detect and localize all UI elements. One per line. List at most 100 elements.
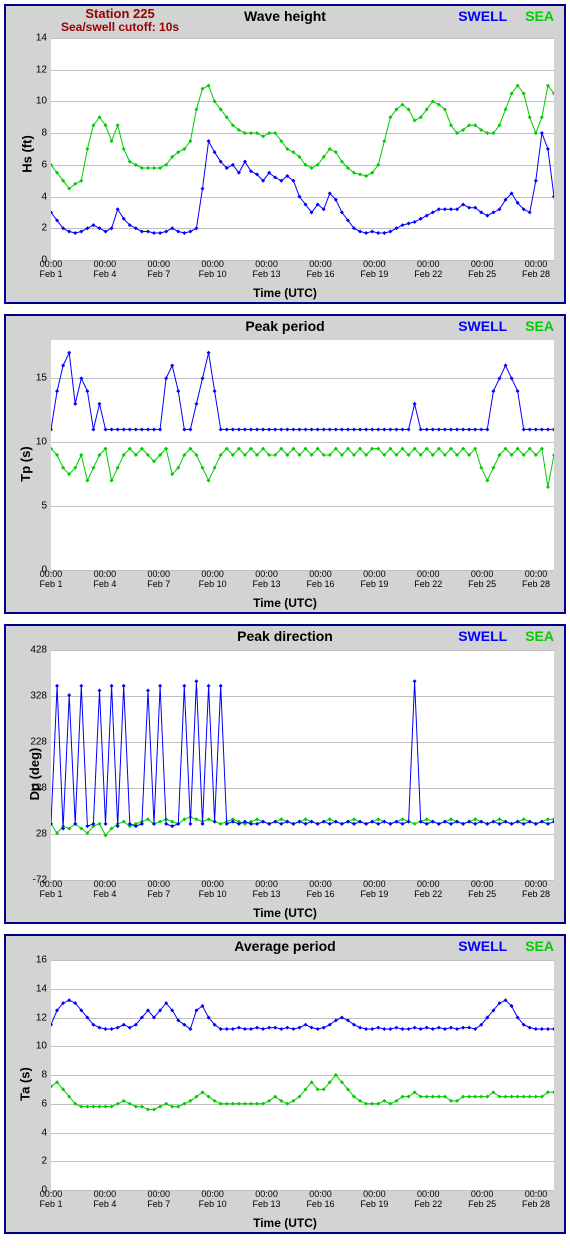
y-tick: 12 bbox=[36, 64, 51, 75]
y-tick: 128 bbox=[30, 783, 51, 794]
y-tick: 2 bbox=[41, 1156, 51, 1167]
x-tick: 00:00Feb 19 bbox=[360, 880, 388, 900]
x-tick: 00:00Feb 22 bbox=[414, 1190, 442, 1210]
x-tick: 00:00Feb 25 bbox=[468, 260, 496, 280]
y-tick: 14 bbox=[36, 983, 51, 994]
x-tick: 00:00Feb 1 bbox=[39, 880, 62, 900]
y-tick: 328 bbox=[30, 691, 51, 702]
x-axis-label: Time (UTC) bbox=[6, 1216, 564, 1230]
x-tick: 00:00Feb 13 bbox=[253, 260, 281, 280]
y-axis-label: Tp (s) bbox=[18, 446, 33, 481]
x-tick: 00:00Feb 10 bbox=[199, 570, 227, 590]
y-tick: 8 bbox=[41, 128, 51, 139]
x-tick: 00:00Feb 7 bbox=[147, 880, 170, 900]
y-tick: 228 bbox=[30, 737, 51, 748]
x-tick: 00:00Feb 1 bbox=[39, 1190, 62, 1210]
legend-swell: SWELL bbox=[458, 938, 507, 954]
series-line-sea bbox=[51, 1075, 554, 1110]
legend-swell: SWELL bbox=[458, 8, 507, 24]
series-svg bbox=[51, 38, 554, 260]
x-tick: 00:00Feb 13 bbox=[253, 570, 281, 590]
plot-area: 024681012141600:00Feb 100:00Feb 400:00Fe… bbox=[51, 960, 554, 1190]
y-tick: 10 bbox=[36, 96, 51, 107]
y-tick: 28 bbox=[36, 829, 51, 840]
y-tick: 4 bbox=[41, 191, 51, 202]
chart-panel-ta: Average periodSWELLSEATa (s)Time (UTC)02… bbox=[4, 934, 566, 1234]
series-line-swell bbox=[51, 681, 554, 828]
y-tick: 8 bbox=[41, 1070, 51, 1081]
y-axis-label: Ta (s) bbox=[17, 1067, 32, 1101]
x-tick: 00:00Feb 4 bbox=[93, 260, 116, 280]
legend-sea: SEA bbox=[525, 318, 554, 334]
y-tick: 12 bbox=[36, 1012, 51, 1023]
legend-swell: SWELL bbox=[458, 318, 507, 334]
y-tick: 428 bbox=[30, 645, 51, 656]
x-axis-label: Time (UTC) bbox=[6, 906, 564, 920]
x-tick: 00:00Feb 7 bbox=[147, 570, 170, 590]
y-tick: 16 bbox=[36, 955, 51, 966]
x-tick: 00:00Feb 28 bbox=[522, 880, 550, 900]
x-tick: 00:00Feb 28 bbox=[522, 570, 550, 590]
series-line-sea bbox=[51, 817, 554, 835]
x-tick: 00:00Feb 16 bbox=[306, 880, 334, 900]
y-tick: 15 bbox=[36, 373, 51, 384]
x-tick: 00:00Feb 1 bbox=[39, 260, 62, 280]
legend-sea: SEA bbox=[525, 628, 554, 644]
y-tick: 5 bbox=[41, 501, 51, 512]
x-tick: 00:00Feb 10 bbox=[199, 1190, 227, 1210]
x-tick: 00:00Feb 22 bbox=[414, 570, 442, 590]
x-axis-label: Time (UTC) bbox=[6, 596, 564, 610]
series-svg bbox=[51, 650, 554, 880]
series-line-sea bbox=[51, 86, 554, 189]
x-tick: 00:00Feb 7 bbox=[147, 260, 170, 280]
x-tick: 00:00Feb 28 bbox=[522, 260, 550, 280]
x-tick: 00:00Feb 22 bbox=[414, 880, 442, 900]
y-tick: 14 bbox=[36, 33, 51, 44]
y-tick: 2 bbox=[41, 223, 51, 234]
x-tick: 00:00Feb 22 bbox=[414, 260, 442, 280]
legend: SWELL SEA bbox=[458, 628, 554, 644]
series-line-swell bbox=[51, 133, 554, 233]
legend-swell: SWELL bbox=[458, 628, 507, 644]
series-svg bbox=[51, 340, 554, 570]
chart-panel-hs: Wave heightSWELLSEAStation 225Sea/swell … bbox=[4, 4, 566, 304]
x-axis-label: Time (UTC) bbox=[6, 286, 564, 300]
chart-panel-tp: Peak periodSWELLSEATp (s)Time (UTC)05101… bbox=[4, 314, 566, 614]
chart-panel-dp: Peak directionSWELLSEADp (deg)Time (UTC)… bbox=[4, 624, 566, 924]
x-tick: 00:00Feb 13 bbox=[253, 880, 281, 900]
x-tick: 00:00Feb 19 bbox=[360, 1190, 388, 1210]
plot-area: 0246810121400:00Feb 100:00Feb 400:00Feb … bbox=[51, 38, 554, 260]
y-tick: 6 bbox=[41, 1098, 51, 1109]
x-tick: 00:00Feb 28 bbox=[522, 1190, 550, 1210]
x-tick: 00:00Feb 16 bbox=[306, 1190, 334, 1210]
series-line-sea bbox=[51, 449, 554, 487]
y-tick: 10 bbox=[36, 437, 51, 448]
y-tick: 6 bbox=[41, 159, 51, 170]
y-axis-label: Hs (ft) bbox=[19, 135, 34, 173]
x-tick: 00:00Feb 19 bbox=[360, 260, 388, 280]
legend-sea: SEA bbox=[525, 8, 554, 24]
x-tick: 00:00Feb 10 bbox=[199, 260, 227, 280]
plot-area: -722812822832842800:00Feb 100:00Feb 400:… bbox=[51, 650, 554, 880]
y-tick: 4 bbox=[41, 1127, 51, 1138]
legend-sea: SEA bbox=[525, 938, 554, 954]
x-tick: 00:00Feb 25 bbox=[468, 880, 496, 900]
x-tick: 00:00Feb 1 bbox=[39, 570, 62, 590]
x-tick: 00:00Feb 4 bbox=[93, 880, 116, 900]
x-tick: 00:00Feb 7 bbox=[147, 1190, 170, 1210]
x-tick: 00:00Feb 25 bbox=[468, 1190, 496, 1210]
series-line-swell bbox=[51, 353, 554, 430]
station-line1: Station 225 bbox=[61, 7, 179, 21]
x-tick: 00:00Feb 4 bbox=[93, 570, 116, 590]
y-tick: 10 bbox=[36, 1041, 51, 1052]
x-tick: 00:00Feb 4 bbox=[93, 1190, 116, 1210]
x-tick: 00:00Feb 16 bbox=[306, 260, 334, 280]
x-tick: 00:00Feb 16 bbox=[306, 570, 334, 590]
x-tick: 00:00Feb 25 bbox=[468, 570, 496, 590]
x-tick: 00:00Feb 13 bbox=[253, 1190, 281, 1210]
plot-area: 05101500:00Feb 100:00Feb 400:00Feb 700:0… bbox=[51, 340, 554, 570]
legend: SWELL SEA bbox=[458, 318, 554, 334]
legend: SWELL SEA bbox=[458, 938, 554, 954]
station-label: Station 225Sea/swell cutoff: 10s bbox=[61, 7, 179, 34]
legend: SWELL SEA bbox=[458, 8, 554, 24]
